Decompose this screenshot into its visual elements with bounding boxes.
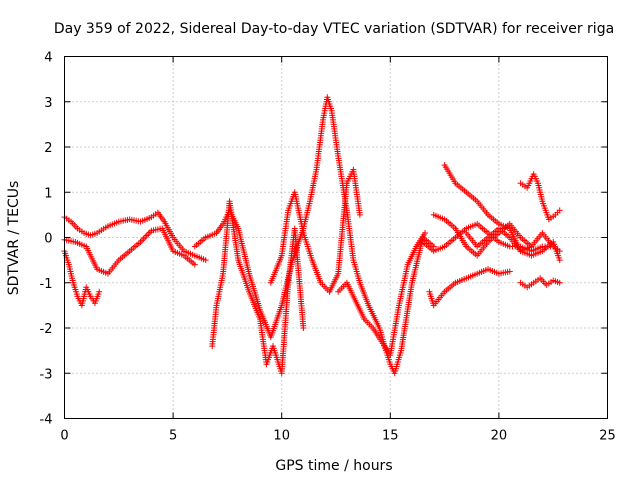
y-axis-label: SDTVAR / TECUs — [6, 181, 22, 296]
y-tick-label: 0 — [44, 232, 52, 247]
data-point — [356, 211, 363, 218]
series-arc-14 — [517, 171, 563, 223]
data-point — [506, 268, 513, 275]
data-point — [202, 257, 209, 264]
data-point — [191, 261, 198, 268]
series-arc-3 — [61, 225, 198, 277]
data-point — [300, 325, 307, 331]
x-tick-label: 10 — [273, 429, 290, 444]
y-tick-label: 1 — [44, 186, 52, 201]
series-arc-13 — [517, 275, 563, 291]
x-tick-label: 20 — [491, 429, 508, 444]
y-tick-label: -3 — [40, 367, 53, 382]
y-tick-label: -1 — [40, 277, 53, 292]
series-arc-6 — [267, 166, 363, 295]
series-arc-4 — [191, 94, 437, 377]
x-axis-label: GPS time / hours — [275, 458, 392, 474]
data-point — [422, 229, 429, 236]
series-arc-7 — [335, 229, 429, 359]
x-tick-label: 5 — [169, 429, 177, 444]
data-point — [96, 288, 103, 295]
x-tick-label: 0 — [60, 429, 68, 444]
series-arc-5 — [209, 198, 307, 377]
series-arc-12 — [463, 225, 557, 255]
y-tick-label: -2 — [40, 322, 53, 337]
series-arc-2 — [61, 248, 103, 309]
data-point — [556, 207, 563, 214]
y-tick-label: 2 — [44, 141, 52, 156]
y-tick-label: 4 — [44, 51, 52, 66]
series-arc-1 — [61, 209, 209, 264]
data-point — [556, 279, 563, 286]
x-tick-label: 25 — [599, 429, 616, 444]
y-tick-label: 3 — [44, 96, 52, 111]
y-tick-label: -4 — [40, 413, 53, 428]
x-tick-label: 15 — [382, 429, 399, 444]
data-point — [556, 257, 563, 264]
series-arc-9 — [426, 266, 513, 309]
data-point — [550, 243, 557, 250]
chart-title: Day 359 of 2022, Sidereal Day-to-day VTE… — [54, 21, 614, 37]
data-marks — [61, 94, 563, 377]
